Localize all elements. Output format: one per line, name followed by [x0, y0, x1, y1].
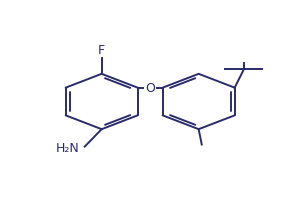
Text: H₂N: H₂N [55, 141, 79, 154]
Text: O: O [145, 81, 155, 94]
Text: F: F [98, 44, 105, 57]
